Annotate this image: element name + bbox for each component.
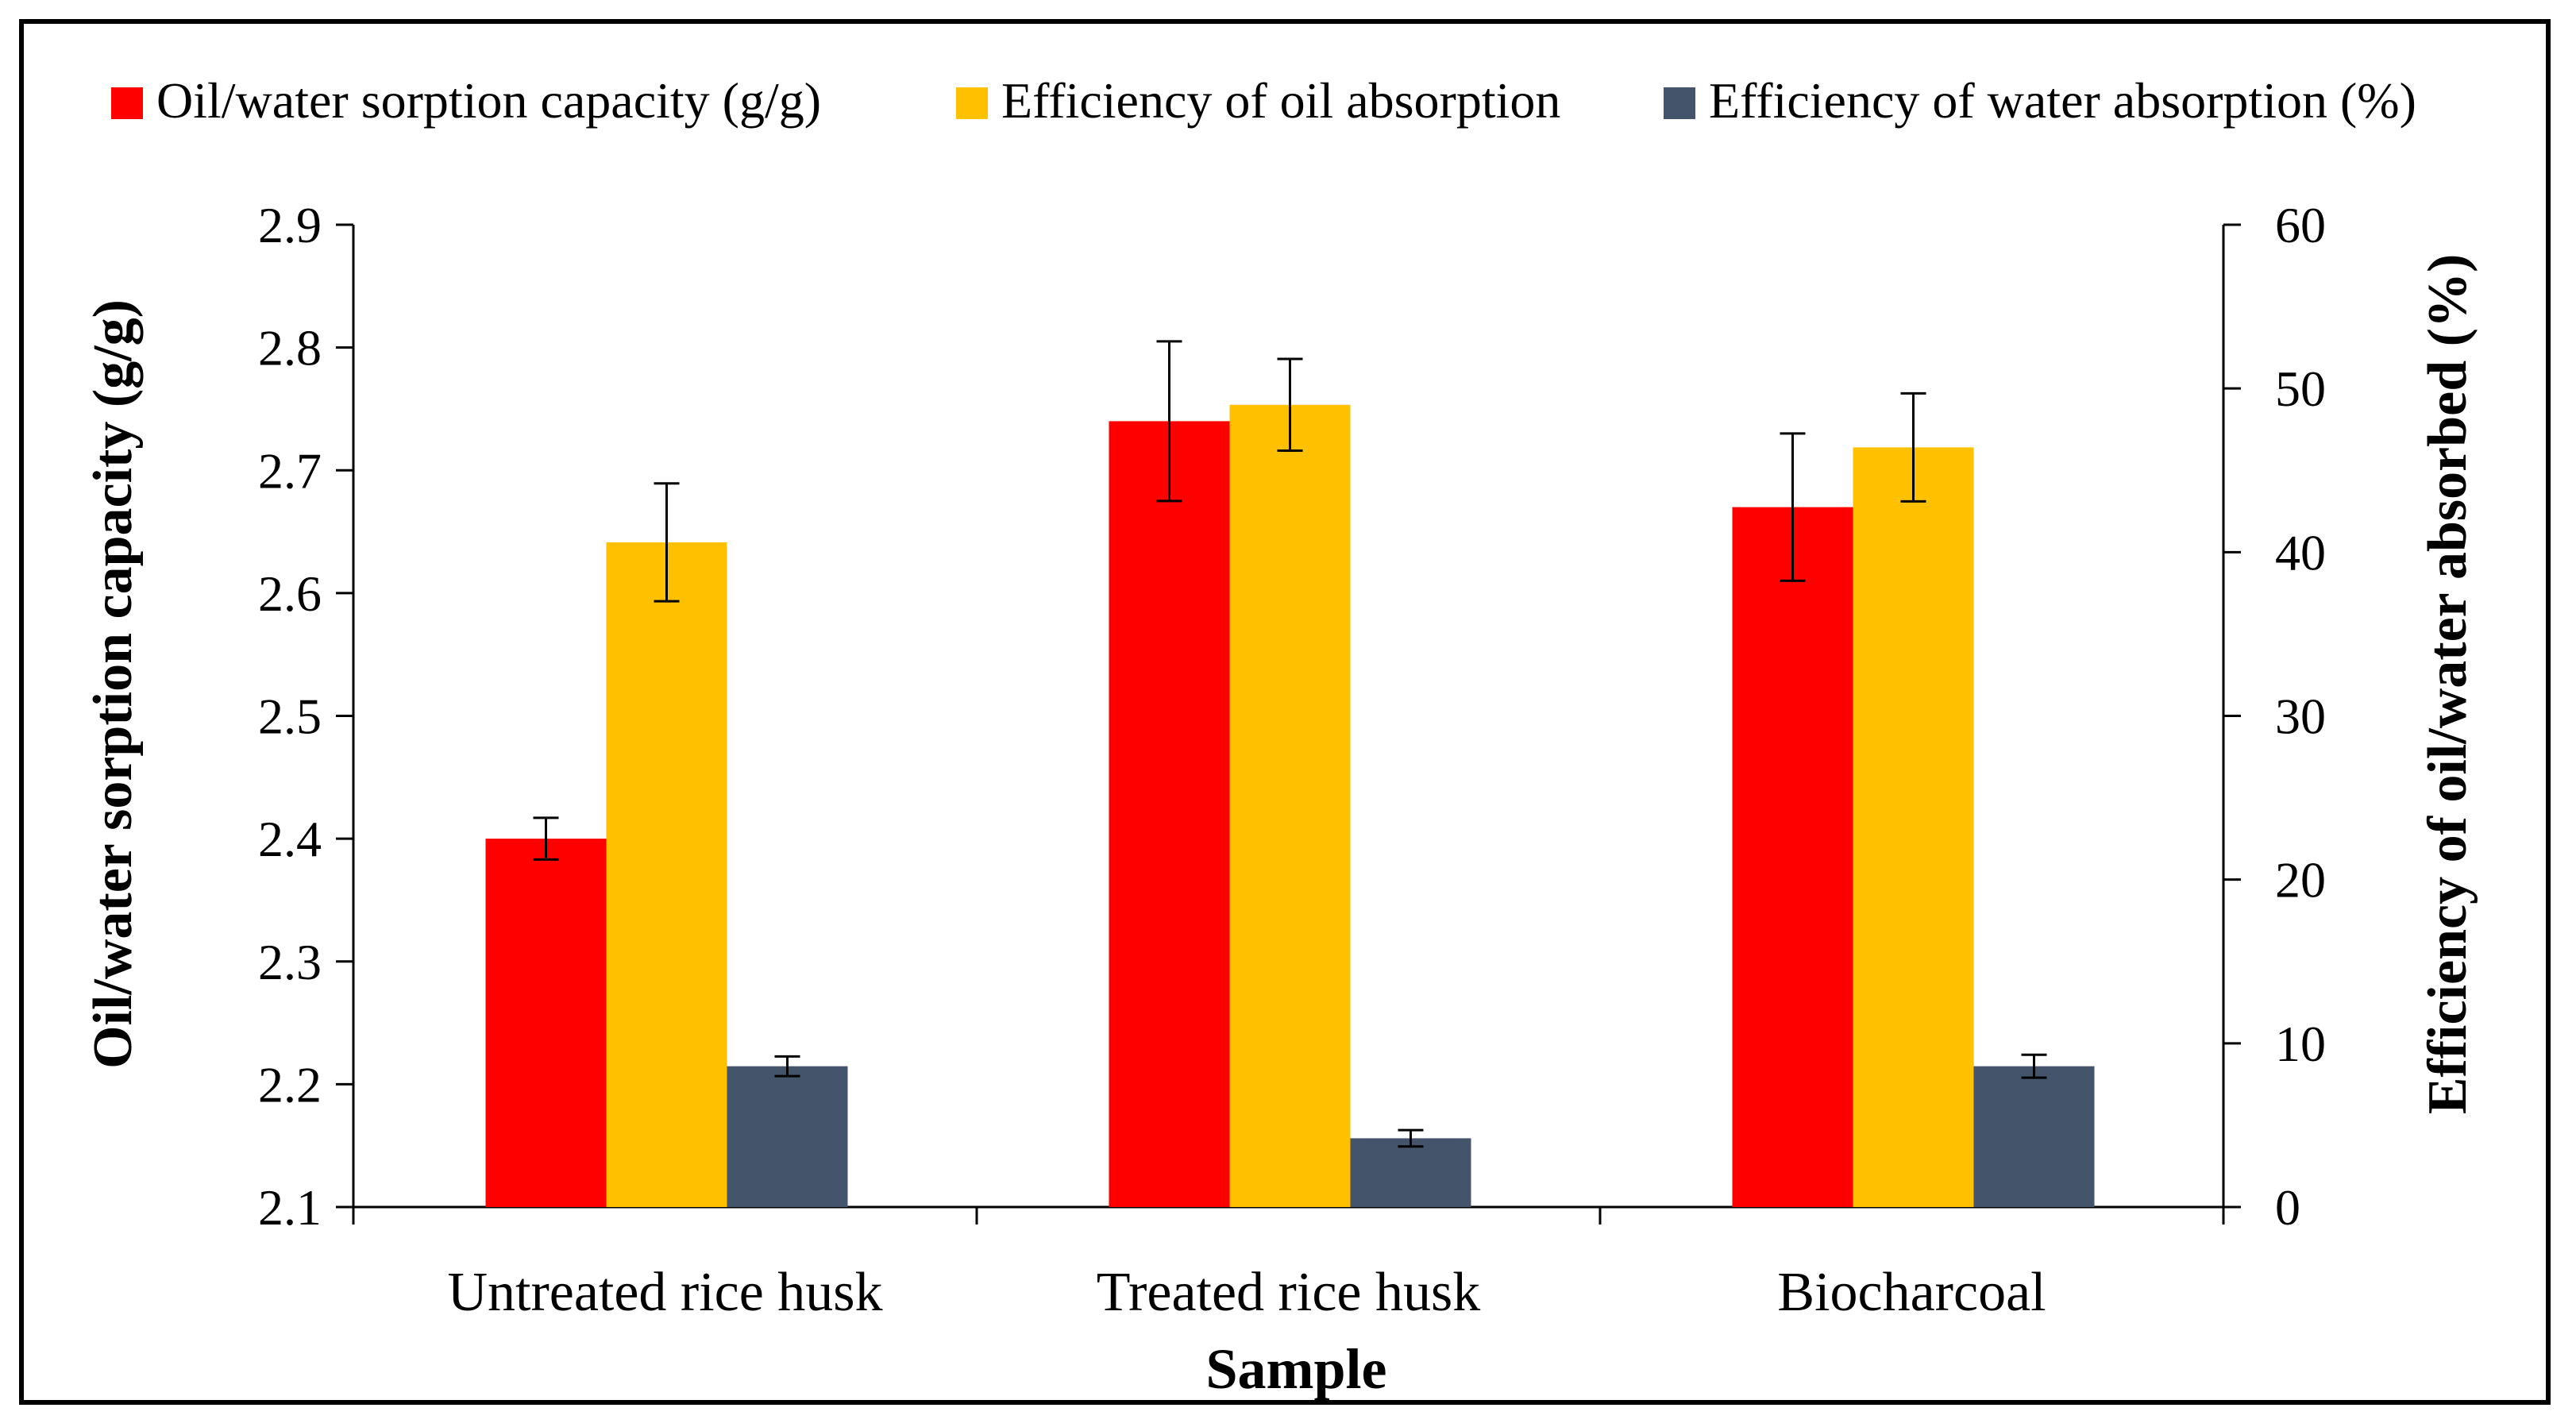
right-tick-label: 30	[2275, 688, 2326, 745]
left-tick-label: 2.2	[258, 1056, 322, 1113]
left-tick-label: 2.4	[258, 811, 322, 867]
right-tick-label: 50	[2275, 361, 2326, 417]
legend-label-3: Efficiency of water absorption (%)	[1709, 72, 2416, 129]
bar-3	[727, 1066, 848, 1207]
left-tick-label: 2.6	[258, 565, 322, 622]
left-y-axis-title: Oil/water sorption capacity (g/g)	[83, 299, 144, 1069]
x-category-label: Untreated rice husk	[447, 1262, 882, 1323]
left-tick-label: 2.9	[258, 197, 322, 253]
right-tick-label: 20	[2275, 852, 2326, 908]
bar-1	[1732, 507, 1853, 1207]
bar-3	[1350, 1138, 1471, 1207]
right-y-axis-title: Efficiency of oil/water absorbed (%)	[2417, 254, 2478, 1115]
bar-3	[1973, 1066, 2095, 1207]
legend-swatch-2	[956, 87, 988, 119]
legend-swatch-1	[111, 87, 143, 119]
left-tick-label: 2.1	[258, 1179, 322, 1236]
right-tick-label: 0	[2275, 1179, 2300, 1236]
bar-1	[485, 839, 607, 1207]
x-category-label: Biocharcoal	[1777, 1262, 2046, 1323]
x-category-label: Treated rice husk	[1097, 1262, 1480, 1323]
bar-2	[1853, 447, 1974, 1207]
x-axis-title: Sample	[1205, 1337, 1386, 1401]
right-tick-label: 10	[2275, 1016, 2326, 1072]
legend-label-2: Efficiency of oil absorption	[1001, 72, 1560, 129]
left-tick-label: 2.3	[258, 934, 322, 990]
right-tick-label: 40	[2275, 524, 2326, 580]
bar-2	[606, 542, 727, 1207]
legend-label-1: Oil/water sorption capacity (g/g)	[156, 72, 821, 129]
bar-2	[1229, 404, 1351, 1207]
left-tick-label: 2.5	[258, 688, 322, 745]
left-tick-label: 2.7	[258, 442, 322, 499]
legend-swatch-3	[1664, 87, 1695, 119]
bar-1	[1109, 421, 1230, 1207]
right-tick-label: 60	[2275, 197, 2326, 253]
left-tick-label: 2.8	[258, 320, 322, 376]
